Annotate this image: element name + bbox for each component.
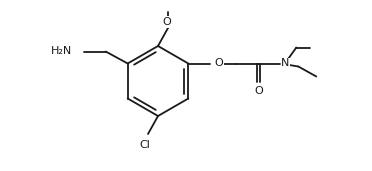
Text: Cl: Cl: [140, 140, 150, 150]
Text: H₂N: H₂N: [51, 47, 72, 56]
Text: O: O: [254, 87, 263, 96]
Text: N: N: [281, 58, 290, 69]
Text: O: O: [163, 17, 171, 27]
Text: O: O: [214, 58, 223, 69]
